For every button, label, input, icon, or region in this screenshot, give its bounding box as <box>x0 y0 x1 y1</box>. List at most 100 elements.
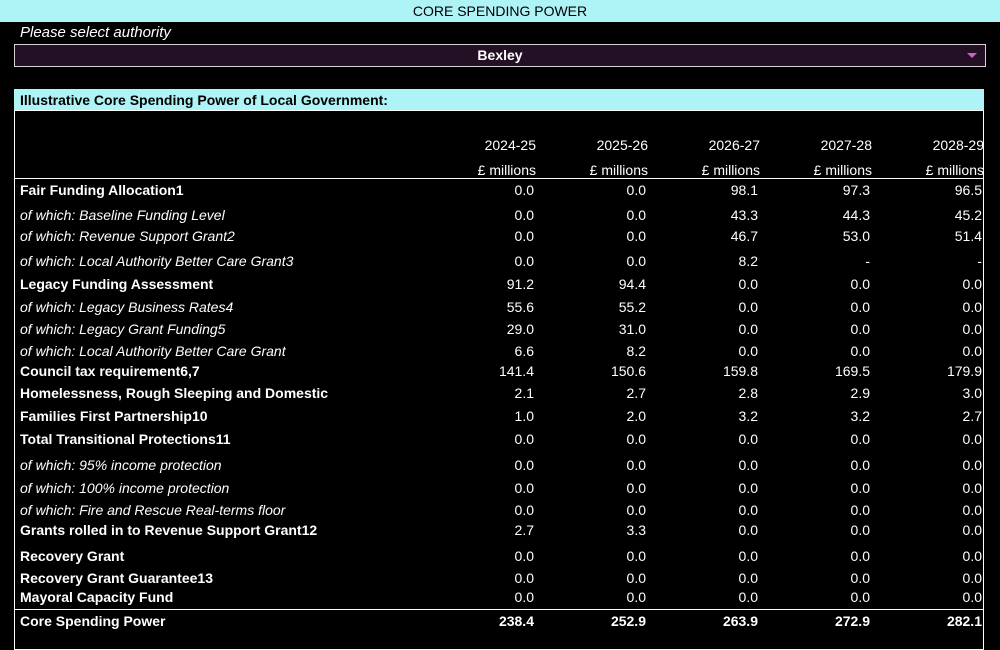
total-rule <box>14 609 984 610</box>
column-year: 2026-27 <box>708 137 760 153</box>
cell-value: 94.4 <box>618 276 646 292</box>
cell-value: 0.0 <box>850 321 870 337</box>
cell-value: 0.0 <box>738 522 758 538</box>
cell-value: 0.0 <box>514 228 534 244</box>
cell-value: 0.0 <box>626 480 646 496</box>
row-label: of which: Fire and Rescue Real-terms flo… <box>20 502 286 518</box>
cell-value: 0.0 <box>626 228 646 244</box>
header-rule <box>14 178 984 179</box>
cell-value: 2.8 <box>738 385 758 401</box>
cell-value: 0.0 <box>626 589 646 605</box>
cell-value: 0.0 <box>738 276 758 292</box>
cell-value: 45.2 <box>954 207 982 223</box>
row-label: of which: 95% income protection <box>20 457 222 473</box>
cell-value: 263.9 <box>722 613 758 629</box>
cell-value: 0.0 <box>738 502 758 518</box>
cell-value: 55.2 <box>618 299 646 315</box>
cell-value: 2.7 <box>626 385 646 401</box>
dropdown-caret[interactable] <box>967 53 977 58</box>
cell-value: 29.0 <box>506 321 534 337</box>
cell-value: - <box>865 253 870 269</box>
cell-value: 0.0 <box>626 207 646 223</box>
cell-value: 0.0 <box>962 502 982 518</box>
cell-value: 0.0 <box>850 480 870 496</box>
row-label: Fair Funding Allocation1 <box>20 182 184 198</box>
cell-value: 0.0 <box>738 589 758 605</box>
cell-value: 282.1 <box>946 613 982 629</box>
cell-value: 0.0 <box>626 570 646 586</box>
cell-value: 0.0 <box>850 548 870 564</box>
cell-value: 272.9 <box>834 613 870 629</box>
cell-value: 0.0 <box>962 457 982 473</box>
row-label: of which: Baseline Funding Level <box>20 207 225 223</box>
cell-value: 159.8 <box>722 363 758 379</box>
cell-value: 0.0 <box>514 457 534 473</box>
cell-value: 0.0 <box>850 299 870 315</box>
row-label: of which: Local Authority Better Care Gr… <box>20 343 286 359</box>
column-year: 2024-25 <box>484 137 536 153</box>
row-label: Legacy Funding Assessment <box>20 276 214 292</box>
cell-value: 0.0 <box>962 343 982 359</box>
row-label: of which: Legacy Grant Funding5 <box>20 321 226 337</box>
row-label: Mayoral Capacity Fund <box>20 589 174 605</box>
cell-value: 169.5 <box>834 363 870 379</box>
row-label: Total Transitional Protections11 <box>20 431 231 447</box>
cell-value: - <box>977 253 982 269</box>
cell-value: 0.0 <box>962 276 982 292</box>
cell-value: 97.3 <box>842 182 870 198</box>
cell-value: 0.0 <box>514 502 534 518</box>
cell-value: 0.0 <box>962 299 982 315</box>
cell-value: 0.0 <box>850 502 870 518</box>
cell-value: 0.0 <box>850 457 870 473</box>
cell-value: 0.0 <box>514 548 534 564</box>
row-label: Homelessness, Rough Sleeping and Domesti… <box>20 385 329 401</box>
cell-value: 3.2 <box>850 408 870 424</box>
cell-value: 0.0 <box>514 480 534 496</box>
row-label: of which: Local Authority Better Care Gr… <box>20 253 294 269</box>
cell-value: 0.0 <box>738 431 758 447</box>
column-unit: £ millions <box>701 162 760 178</box>
row-label: Recovery Grant <box>20 548 125 564</box>
select-label: Please select authority <box>20 24 171 41</box>
cell-value: 0.0 <box>514 589 534 605</box>
cell-value: 238.4 <box>498 613 534 629</box>
cell-value: 0.0 <box>738 321 758 337</box>
cell-value: 0.0 <box>626 457 646 473</box>
cell-value: 3.0 <box>962 385 982 401</box>
cell-value: 0.0 <box>738 457 758 473</box>
cell-value: 0.0 <box>738 343 758 359</box>
table-title: Illustrative Core Spending Power of Loca… <box>14 89 984 110</box>
column-unit: £ millions <box>589 162 648 178</box>
cell-value: 0.0 <box>626 502 646 518</box>
cell-value: 0.0 <box>738 299 758 315</box>
cell-value: 0.0 <box>738 570 758 586</box>
row-label: Families First Partnership10 <box>20 408 208 424</box>
cell-value: 2.0 <box>626 408 646 424</box>
column-unit: £ millions <box>925 162 984 178</box>
cell-value: 0.0 <box>738 548 758 564</box>
app-header: CORE SPENDING POWER <box>0 0 1000 22</box>
cell-value: 91.2 <box>506 276 534 292</box>
cell-value: 0.0 <box>962 431 982 447</box>
cell-value: 0.0 <box>514 182 534 198</box>
column-year: 2025-26 <box>596 137 648 153</box>
selected-authority: Bexley <box>477 47 523 63</box>
cell-value: 1.0 <box>514 408 534 424</box>
authority-dropdown[interactable]: Bexley <box>14 44 986 67</box>
cell-value: 0.0 <box>850 522 870 538</box>
cell-value: 2.9 <box>850 385 870 401</box>
row-label: Council tax requirement6,7 <box>20 363 200 379</box>
cell-value: 0.0 <box>626 253 646 269</box>
cell-value: 98.1 <box>730 182 758 198</box>
cell-value: 0.0 <box>514 431 534 447</box>
cell-value: 141.4 <box>498 363 534 379</box>
row-label: Grants rolled in to Revenue Support Gran… <box>20 522 318 538</box>
row-label: of which: 100% income protection <box>20 480 230 496</box>
cell-value: 150.6 <box>610 363 646 379</box>
cell-value: 0.0 <box>962 570 982 586</box>
cell-value: 0.0 <box>850 431 870 447</box>
cell-value: 2.7 <box>514 522 534 538</box>
cell-value: 51.4 <box>954 228 982 244</box>
cell-value: 0.0 <box>738 480 758 496</box>
